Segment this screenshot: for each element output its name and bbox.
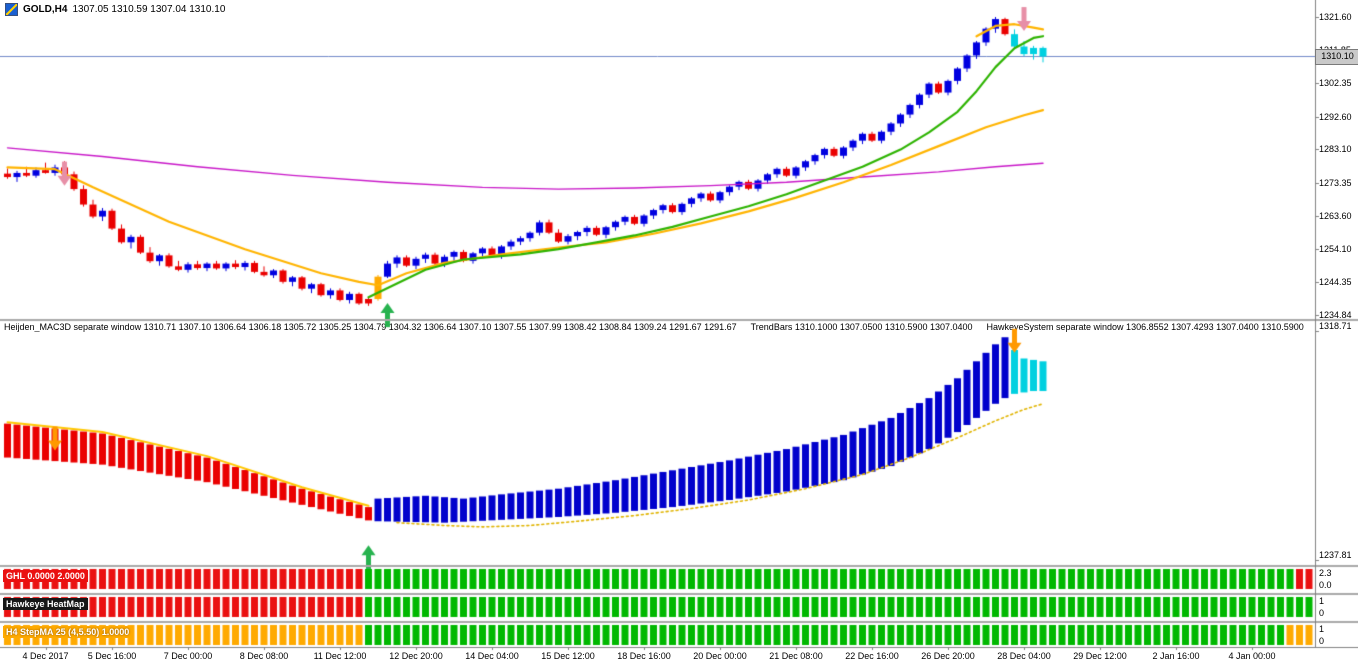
time-axis-label: 5 Dec 16:00 [87, 651, 137, 661]
panel2-axis[interactable]: 1318.71 1237.81 [1316, 321, 1358, 564]
ghl-axis-min: 0.0 [1319, 580, 1332, 590]
time-axis-label: 12 Dec 20:00 [389, 651, 443, 661]
time-axis-label: 26 Dec 20:00 [921, 651, 975, 661]
time-axis-label: 29 Dec 12:00 [1073, 651, 1127, 661]
time-axis-label: 4 Jan 00:00 [1228, 651, 1276, 661]
time-axis-label: 15 Dec 12:00 [541, 651, 595, 661]
price-tick-label: 1263.60 [1319, 211, 1352, 222]
panel2-tick-label: 1237.81 [1319, 550, 1352, 560]
price-tick-label: 1254.10 [1319, 243, 1352, 254]
time-axis-label: 2 Jan 16:00 [1152, 651, 1200, 661]
time-axis-label: 14 Dec 04:00 [465, 651, 519, 661]
time-axis-label: 21 Dec 08:00 [769, 651, 823, 661]
price-axis[interactable]: 1321.60 1311.85 1302.35 1292.60 1283.10 1273.… [1316, 0, 1358, 320]
price-tick-label: 1234.84 [1319, 310, 1352, 320]
time-axis-label: 20 Dec 00:00 [693, 651, 747, 661]
stepma-axis-min: 0 [1319, 636, 1325, 646]
panel2-tick-label: 1318.71 [1319, 321, 1352, 331]
time-axis[interactable]: 4 Dec 2017 5 Dec 16:00 7 Dec 00:00 8 Dec 08… [0, 649, 1358, 670]
heatmap-axis-min: 0 [1319, 608, 1325, 618]
time-axis-label: 22 Dec 16:00 [845, 651, 899, 661]
price-tick-label: 1321.60 [1319, 12, 1352, 22]
price-tick-label: 1292.60 [1319, 111, 1352, 122]
strip-axes[interactable]: 2.3 0.0 1 0 1 0 [1316, 564, 1358, 648]
time-axis-label: 7 Dec 00:00 [163, 651, 213, 661]
time-axis-label: 4 Dec 2017 [22, 651, 69, 661]
time-axis-label: 18 Dec 16:00 [617, 651, 671, 661]
stepma-axis-max: 1 [1319, 624, 1325, 634]
time-axis-label: 11 Dec 12:00 [313, 651, 367, 661]
price-tick-label: 1311.85 [1319, 45, 1351, 56]
price-tick-label: 1302.35 [1319, 78, 1352, 89]
ghl-axis-max: 2.3 [1319, 568, 1332, 578]
time-axis-label: 8 Dec 08:00 [239, 651, 289, 661]
price-tick-label: 1283.10 [1319, 144, 1352, 155]
price-tick-label: 1273.35 [1319, 177, 1352, 188]
heatmap-axis-max: 1 [1319, 596, 1325, 606]
time-axis-label: 28 Dec 04:00 [997, 651, 1051, 661]
price-tick-label: 1244.35 [1319, 277, 1352, 288]
